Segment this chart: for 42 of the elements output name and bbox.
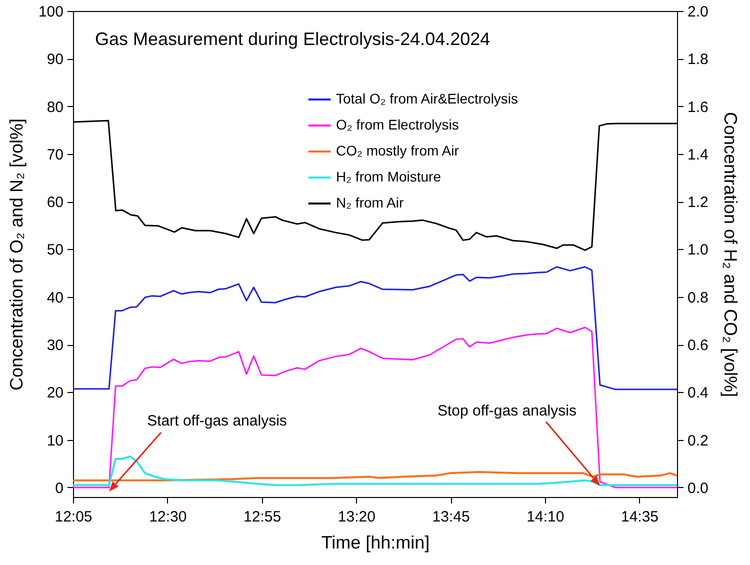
legend-label: N₂ from Air — [336, 194, 404, 210]
y-tick-label: 40 — [46, 289, 64, 306]
x-tick-label: 12:30 — [149, 508, 187, 526]
y2-tick-label: 1.2 — [688, 194, 708, 212]
y-tick-label: 10 — [46, 432, 64, 450]
y2-tick-label: 0.2 — [688, 432, 708, 450]
y2-tick-label: 1.8 — [688, 51, 708, 68]
y-tick-label: 60 — [46, 194, 64, 212]
y2-tick-label: 0.4 — [688, 384, 708, 402]
y2-tick-label: 2.0 — [688, 4, 708, 20]
y-axis-title: Concentration of O₂ and N₂ [vol%] — [6, 118, 26, 391]
legend-label: CO₂ mostly from Air — [336, 142, 460, 158]
legend-label: O₂ from Electrolysis — [336, 116, 459, 132]
x-tick-label: 14:35 — [620, 508, 659, 526]
x-tick-label: 12:05 — [54, 508, 92, 526]
x-tick-label: 12:55 — [244, 508, 282, 526]
y-tick-label: 80 — [46, 98, 64, 116]
legend-label: Total O₂ from Air&Electrolysis — [336, 90, 518, 106]
line-series — [73, 120, 677, 251]
y-tick-label: 50 — [46, 242, 64, 259]
legend-label: H₂ from Moisture — [336, 168, 442, 184]
y2-tick-label: 1.4 — [688, 146, 708, 164]
y-tick-label: 20 — [46, 384, 64, 402]
y2-tick-label: 0.6 — [688, 337, 708, 354]
y-tick-label: 30 — [46, 337, 64, 354]
y-tick-label: 90 — [46, 51, 64, 68]
y2-tick-label: 0.0 — [688, 480, 708, 497]
y-tick-label: 70 — [46, 146, 64, 164]
y-tick-label: 0 — [55, 480, 64, 497]
annotation: Stop off-gas analysis — [438, 402, 576, 420]
y2-axis-title: Concentration of H₂ and CO₂ [vol%] — [720, 112, 740, 398]
line-series — [73, 266, 677, 390]
x-tick-label: 13:20 — [338, 508, 376, 526]
annotation: Start off-gas analysis — [147, 412, 287, 430]
x-axis-title: Time [hh:min] — [321, 532, 430, 552]
x-tick-label: 13:45 — [432, 508, 470, 526]
y2-tick-label: 1.6 — [688, 98, 708, 116]
x-tick-label: 14:10 — [526, 508, 564, 526]
y2-tick-label: 0.8 — [688, 289, 708, 306]
y-tick-label: 100 — [38, 4, 64, 20]
y2-tick-label: 1.0 — [688, 242, 708, 259]
text: Gas Measurement during Electrolysis-24.04.2024 — [94, 29, 490, 49]
